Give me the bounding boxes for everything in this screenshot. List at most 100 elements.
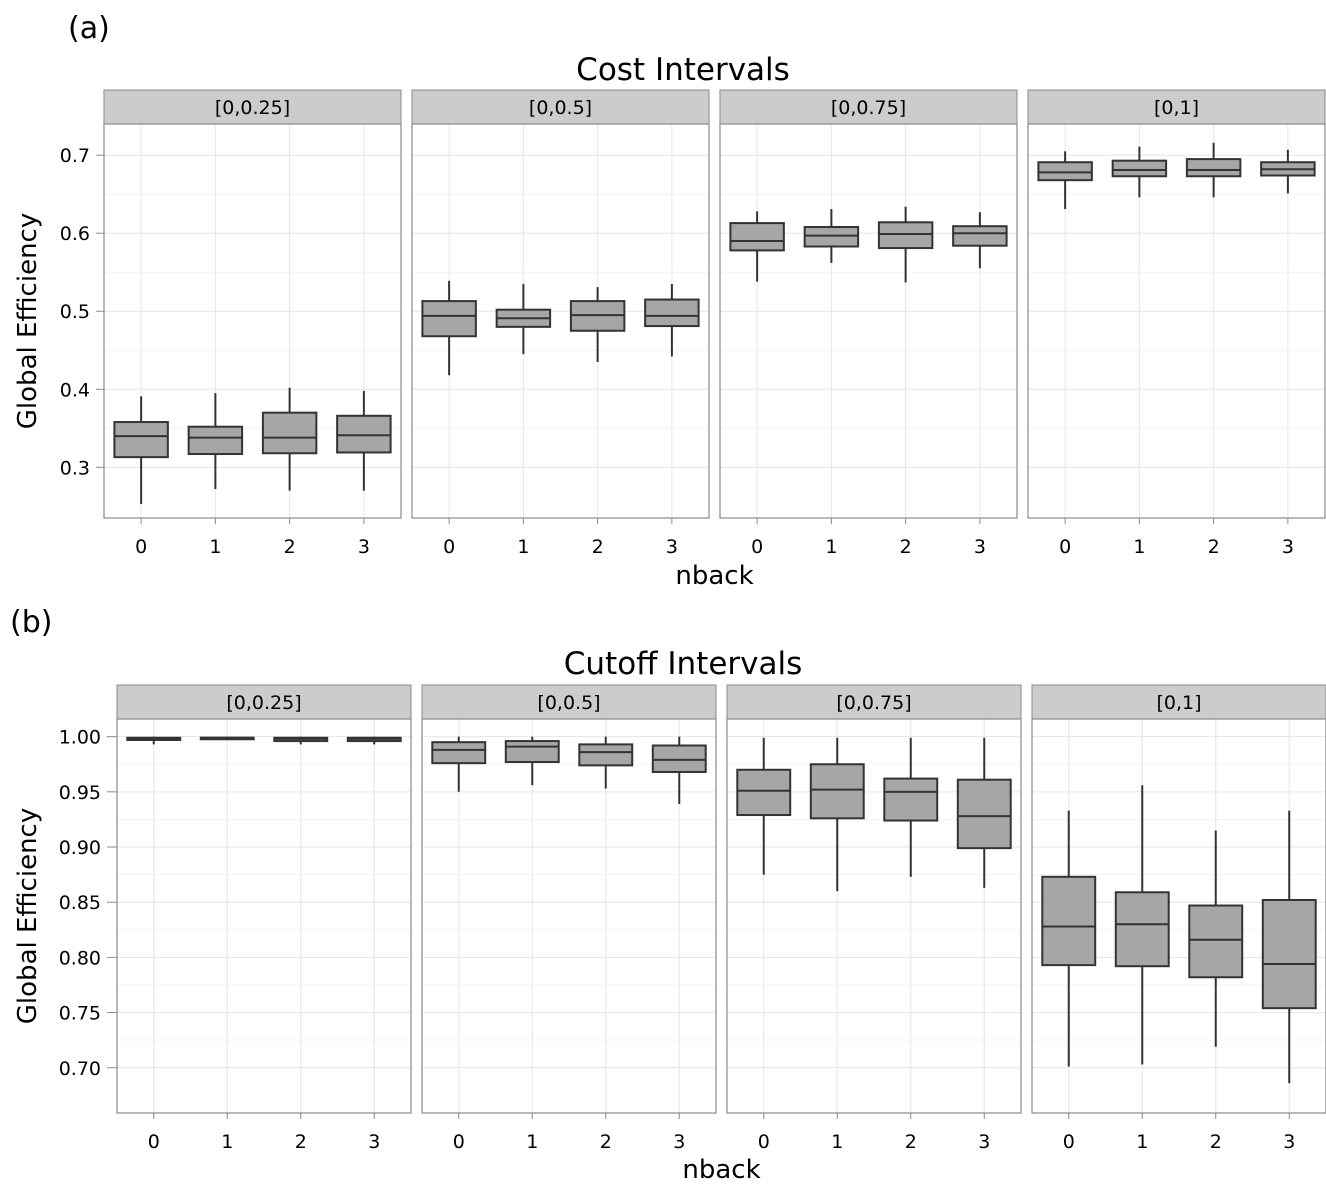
y-tick-label: 0.6 [60, 223, 90, 245]
y-tick-label: 0.85 [59, 892, 101, 914]
panel-border [1027, 123, 1326, 519]
box-[0,0.5]-nback-2 [578, 736, 634, 789]
x-tick-label: 2 [905, 1131, 917, 1153]
box-[0,1]-nback-2 [1185, 142, 1242, 198]
box-[0,0.25]-nback-2 [261, 387, 318, 491]
y-tick-label: 1.00 [59, 727, 101, 749]
box-iqr [803, 225, 860, 248]
panel-border [719, 123, 1018, 519]
facet-strip-label: [0,0.25] [215, 97, 290, 119]
x-tick-label: 3 [666, 536, 678, 558]
x-tick-label: 1 [1133, 536, 1145, 558]
facet-strip [421, 684, 717, 720]
x-tick-label: 1 [209, 536, 221, 558]
facet-strip-label: [0,1] [1156, 692, 1201, 714]
box-iqr [113, 421, 169, 459]
box-[0,0.5]-nback-2 [569, 287, 626, 362]
box-[0,0.75]-nback-0 [729, 211, 785, 282]
box-[0,0.25]-nback-3 [336, 390, 392, 491]
box-iqr [261, 411, 318, 455]
x-tick-label: 0 [1063, 1131, 1075, 1153]
x-tick-label: 2 [284, 536, 296, 558]
x-tick-label: 1 [221, 1131, 233, 1153]
box-iqr [644, 298, 700, 328]
x-tick-label: 1 [526, 1131, 538, 1153]
box-[0,0.25]-nback-1 [187, 393, 244, 490]
box-[0,1]-nback-0 [1037, 151, 1093, 210]
box-[0,0.25]-nback-1 [199, 736, 255, 741]
box-iqr [1114, 891, 1170, 968]
box-iqr [1185, 158, 1242, 178]
facet-strip-label: [0,0.5] [537, 692, 600, 714]
box-[0,1]-nback-3 [1260, 149, 1316, 194]
y-tick-label: 0.5 [60, 301, 90, 323]
y-axis-label: Global Efficiency [13, 808, 43, 1024]
y-tick-label: 0.75 [59, 1003, 101, 1025]
x-tick-label: 2 [900, 536, 912, 558]
x-axis-label: nback [682, 1155, 760, 1184]
x-tick-label: 2 [600, 1131, 612, 1153]
box-iqr [1261, 898, 1317, 1010]
x-tick-label: 3 [368, 1131, 380, 1153]
box-[0,0.5]-nback-1 [504, 736, 560, 786]
box-[0,0.5]-nback-0 [431, 736, 487, 792]
facet-strip-label: [0,0.75] [831, 97, 906, 119]
panel-background [1028, 124, 1325, 518]
box-[0,0.5]-nback-3 [644, 283, 700, 357]
panel-background [422, 719, 716, 1113]
box-iqr [809, 763, 865, 820]
panel-border [103, 123, 402, 519]
panel-border [116, 718, 412, 1114]
x-tick-label: 0 [758, 1131, 770, 1153]
box-iqr [187, 425, 244, 456]
box-[0,1]-nback-3 [1261, 810, 1317, 1084]
y-tick-label: 0.4 [60, 379, 90, 401]
x-tick-label: 2 [592, 536, 604, 558]
box-iqr [956, 778, 1012, 850]
facet-strip-label: [0,0.5] [529, 97, 592, 119]
x-tick-label: 2 [295, 1131, 307, 1153]
facet-strip [719, 89, 1018, 125]
panel-background [117, 719, 411, 1113]
y-axis-label: Global Efficiency [13, 213, 43, 429]
box-[0,0.25]-nback-3 [346, 736, 402, 745]
panel-label: (b) [10, 605, 52, 640]
y-tick-label: 0.7 [60, 145, 90, 167]
facet-strip-label: [0,1] [1154, 97, 1199, 119]
box-[0,0.75]-nback-3 [952, 212, 1008, 269]
box-[0,0.75]-nback-1 [803, 209, 860, 263]
facet-strip [116, 684, 412, 720]
panel-background [720, 124, 1017, 518]
box-iqr [504, 740, 560, 764]
x-tick-label: 1 [517, 536, 529, 558]
x-tick-label: 3 [673, 1131, 685, 1153]
x-tick-label: 0 [148, 1131, 160, 1153]
box-iqr [421, 300, 477, 338]
box-iqr [336, 414, 392, 454]
y-tick-label: 0.95 [59, 782, 101, 804]
box-[0,1]-nback-1 [1114, 785, 1170, 1065]
panel-border [411, 123, 710, 519]
box-[0,0.25]-nback-0 [126, 736, 182, 745]
y-tick-label: 0.90 [59, 837, 101, 859]
panel-border [726, 718, 1022, 1114]
x-tick-label: 3 [1282, 536, 1294, 558]
box-[0,0.25]-nback-2 [273, 736, 329, 745]
box-iqr [1188, 904, 1244, 979]
box-[0,0.75]-nback-0 [736, 737, 792, 875]
box-iqr [651, 744, 707, 773]
chart-title: Cutoff Intervals [564, 646, 803, 682]
x-tick-label: 0 [453, 1131, 465, 1153]
box-[0,1]-nback-0 [1041, 810, 1097, 1067]
facet-strip [1031, 684, 1326, 720]
box-[0,0.75]-nback-3 [956, 737, 1012, 888]
panel-background [104, 124, 401, 518]
box-iqr [431, 741, 487, 765]
facet-strip [411, 89, 710, 125]
x-tick-label: 3 [358, 536, 370, 558]
panel-label: (a) [68, 11, 110, 46]
x-tick-label: 3 [1283, 1131, 1295, 1153]
panel-border [421, 718, 717, 1114]
box-[0,0.75]-nback-2 [883, 737, 939, 877]
box-iqr [729, 222, 785, 252]
